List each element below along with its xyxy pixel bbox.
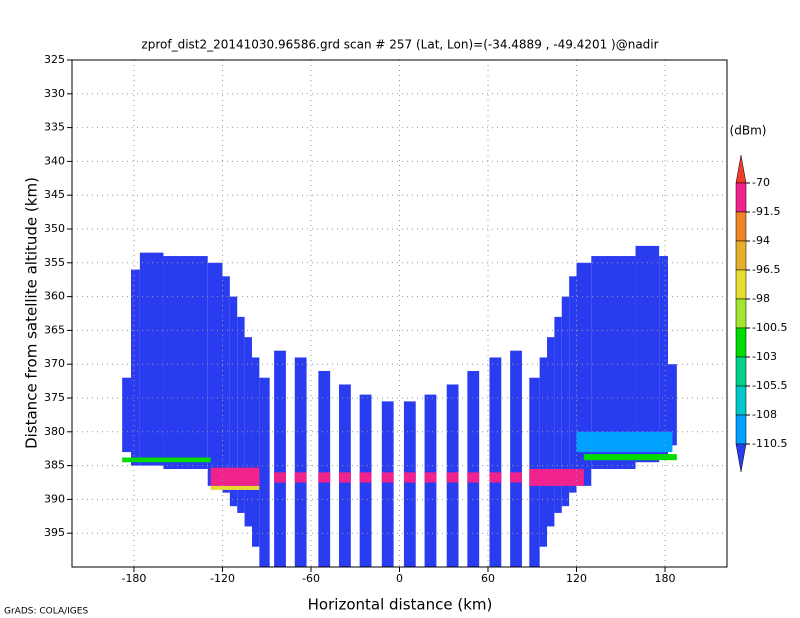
colorbar-swatch xyxy=(735,327,747,358)
y-tick-label: 340 xyxy=(44,154,65,167)
cell xyxy=(635,245,660,463)
y-tick-label: 370 xyxy=(44,357,65,370)
y-tick-label: 385 xyxy=(44,459,65,472)
y-tick-label: 325 xyxy=(44,53,65,66)
x-tick-label: 0 xyxy=(396,572,403,585)
cell xyxy=(131,269,140,466)
cell xyxy=(139,252,164,466)
x-axis-label: Horizontal distance (km) xyxy=(308,596,493,614)
cell xyxy=(229,296,238,507)
footer: GrADS: COLA/IGES xyxy=(4,607,88,617)
y-tick-label: 335 xyxy=(44,121,65,134)
colorbar-swatch xyxy=(735,298,747,329)
colorbar-swatch xyxy=(735,414,747,445)
field xyxy=(122,245,677,567)
x-tick-label: 180 xyxy=(655,572,676,585)
cell xyxy=(294,357,307,567)
x-tick-label: -60 xyxy=(302,572,320,585)
cell xyxy=(424,472,437,483)
y-tick-label: 395 xyxy=(44,526,65,539)
axes: -180 -120 -60 0 60 120 180 325 330 335 340 345 350 35… xyxy=(44,53,676,585)
colorbar-label: -98 xyxy=(752,292,770,305)
cell xyxy=(259,377,270,567)
y-tick-label: 350 xyxy=(44,222,65,235)
cell xyxy=(381,401,394,567)
cell xyxy=(529,468,584,486)
cell xyxy=(274,472,286,483)
colorbar-label: -94 xyxy=(752,234,770,247)
colorbar-swatch xyxy=(735,443,747,473)
colorbar-label: -103 xyxy=(752,350,777,363)
colorbar-label: -96.5 xyxy=(752,263,780,276)
y-tick-label: 355 xyxy=(44,256,65,269)
x-tick-label: -180 xyxy=(121,572,146,585)
cell xyxy=(318,370,331,567)
cell xyxy=(237,316,245,513)
cell xyxy=(576,431,673,453)
cell xyxy=(359,472,372,483)
chart-title: zprof_dist2_20141030.96586.grd scan # 25… xyxy=(141,38,658,52)
colorbar-label: -91.5 xyxy=(752,205,780,218)
cell xyxy=(446,472,459,483)
cell xyxy=(210,467,260,486)
cell xyxy=(163,256,208,469)
cell xyxy=(207,262,223,486)
cell xyxy=(467,472,480,483)
cell xyxy=(489,472,502,483)
colorbar-swatch xyxy=(735,356,747,387)
cell xyxy=(583,454,677,461)
cell xyxy=(467,370,480,567)
colorbar-units: (dBm) xyxy=(730,124,767,138)
cell xyxy=(244,337,252,527)
x-tick-label: -120 xyxy=(210,572,235,585)
y-axis-label: Distance from satellite altitude (km) xyxy=(23,177,41,449)
colorbar-swatch xyxy=(735,385,747,416)
colorbar-label: -110.5 xyxy=(752,437,787,450)
cell xyxy=(554,316,562,513)
cell xyxy=(539,357,548,547)
cell xyxy=(381,472,394,483)
cell xyxy=(251,357,260,547)
cell xyxy=(210,485,260,490)
y-tick-label: 380 xyxy=(44,425,65,438)
cell xyxy=(222,276,230,493)
cell xyxy=(659,256,668,459)
cell xyxy=(667,364,677,446)
colorbar-label: -70 xyxy=(752,176,770,189)
colorbar: -70 -91.5 -94 -96.5 -98 -100.5 -103 -105.5 -108 -… xyxy=(735,154,787,473)
cell xyxy=(403,472,416,483)
y-tick-label: 375 xyxy=(44,391,65,404)
cell xyxy=(122,377,132,453)
colorbar-swatch xyxy=(735,182,747,213)
cell xyxy=(547,337,555,527)
cell xyxy=(489,357,502,567)
colorbar-swatch xyxy=(735,154,747,184)
colorbar-label: -108 xyxy=(752,408,777,421)
y-tick-label: 345 xyxy=(44,188,65,201)
colorbar-label: -100.5 xyxy=(752,321,787,334)
cell xyxy=(569,276,577,493)
y-tick-label: 365 xyxy=(44,323,65,336)
cell xyxy=(318,472,331,483)
y-tick-label: 360 xyxy=(44,290,65,303)
y-tick-label: 390 xyxy=(44,492,65,505)
colorbar-swatch xyxy=(735,211,747,242)
cell xyxy=(510,472,522,483)
x-tick-label: 60 xyxy=(481,572,495,585)
y-tick-label: 330 xyxy=(44,87,65,100)
cell xyxy=(510,350,522,567)
cell xyxy=(561,296,570,507)
x-tick-label: 120 xyxy=(566,572,587,585)
colorbar-swatch xyxy=(735,240,747,271)
cell xyxy=(274,350,286,567)
colorbar-label: -105.5 xyxy=(752,379,787,392)
colorbar-swatch xyxy=(735,269,747,300)
cell xyxy=(403,401,416,567)
cell xyxy=(122,457,211,463)
cell xyxy=(576,262,592,486)
cell xyxy=(294,472,307,483)
cell xyxy=(339,472,351,483)
